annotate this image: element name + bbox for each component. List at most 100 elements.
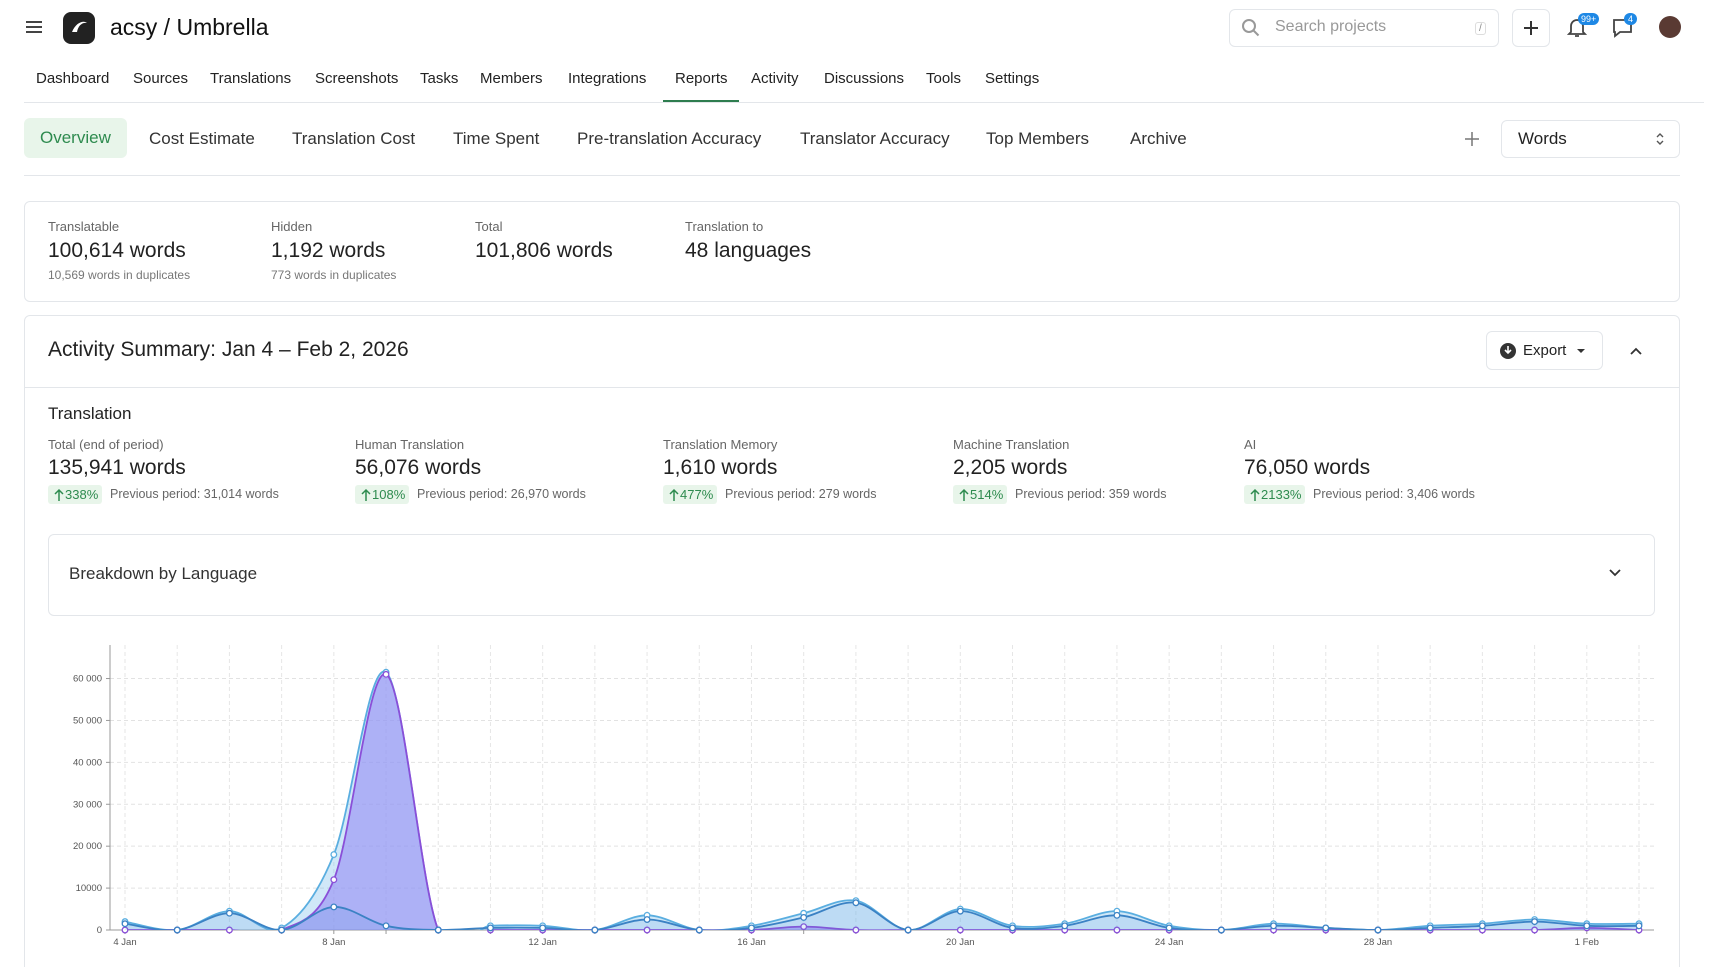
metric-label: Translation Memory <box>663 437 778 452</box>
data-point <box>956 926 964 934</box>
data-point <box>800 923 808 931</box>
nav-link[interactable]: Tools <box>926 70 962 87</box>
messages-badge: 4 <box>1624 13 1638 25</box>
stat-label: Hidden <box>271 219 313 234</box>
metric-previous: Previous period: 279 words <box>725 487 877 501</box>
x-tick-label: 24 Jan <box>1155 937 1184 948</box>
data-point <box>1583 922 1591 930</box>
metric-change: 108% <box>355 485 410 504</box>
data-point <box>330 851 338 859</box>
stat-label: Total <box>475 219 503 234</box>
report-tab[interactable]: Translator Accuracy <box>800 129 950 148</box>
data-point <box>1635 922 1643 930</box>
data-point <box>1478 922 1486 930</box>
up-arrow <box>669 488 679 501</box>
metric-value: 56,076 words <box>355 456 482 479</box>
data-point <box>1165 924 1173 932</box>
activity-title: Activity Summary: Jan 4 – Feb 2, 2026 <box>48 338 409 361</box>
series-line <box>125 673 1640 930</box>
add-report-icon[interactable] <box>1463 130 1481 148</box>
up-arrow <box>1250 488 1260 501</box>
nav-link[interactable]: Dashboard <box>36 70 110 87</box>
nav-link[interactable]: Screenshots <box>315 70 399 87</box>
report-tab[interactable]: Time Spent <box>453 129 540 148</box>
stat-label: Translation to <box>685 219 764 234</box>
stat-value: 100,614 words <box>48 239 186 262</box>
nav-link[interactable]: Members <box>480 70 543 87</box>
nav-link[interactable]: Activity <box>751 70 799 87</box>
nav-link[interactable]: Translations <box>210 70 292 87</box>
report-tab[interactable]: Translation Cost <box>292 129 416 148</box>
collapse-icon[interactable] <box>1628 343 1644 359</box>
metric-value: 135,941 words <box>48 456 186 479</box>
search-shortcut: / <box>1475 22 1486 35</box>
metric-label: Machine Translation <box>953 437 1070 452</box>
unit-select[interactable] <box>1501 120 1680 158</box>
metric-value: 1,610 words <box>663 456 778 479</box>
logo[interactable] <box>63 12 95 44</box>
breakdown-card[interactable] <box>48 534 1655 616</box>
stats-card <box>24 201 1680 302</box>
report-tab[interactable]: Pre-translation Accuracy <box>577 129 762 148</box>
data-point <box>173 926 181 934</box>
nav-link[interactable]: Sources <box>133 70 189 87</box>
report-tab[interactable]: Top Members <box>986 129 1089 148</box>
metric-value: 2,205 words <box>953 456 1068 479</box>
x-tick-label: 16 Jan <box>737 937 766 948</box>
report-tab[interactable]: Cost Estimate <box>149 129 255 148</box>
nav-active-underline <box>663 100 739 102</box>
chart: 0 10000 20 000 30 000 40 000 50 000 60 000 4 Ja… <box>73 645 1654 948</box>
y-tick-label: 60 000 <box>73 674 102 685</box>
data-point <box>434 926 442 934</box>
data-point <box>1374 926 1382 934</box>
report-tab[interactable]: Overview <box>24 118 127 158</box>
data-point <box>382 670 390 678</box>
nav-link[interactable]: Integrations <box>568 70 647 87</box>
search-placeholder: Search projects <box>1275 18 1387 35</box>
data-point <box>852 926 860 934</box>
export-caret <box>1577 349 1585 353</box>
data-point <box>1270 922 1278 930</box>
data-point <box>330 903 338 911</box>
area-fill <box>125 902 1639 930</box>
data-point <box>1531 926 1539 934</box>
metric-label: Total (end of period) <box>48 437 164 452</box>
avatar[interactable] <box>1659 16 1681 38</box>
data-point <box>382 922 390 930</box>
series-line <box>124 670 1640 930</box>
metric-change: 338% <box>48 485 103 504</box>
menu-icon[interactable] <box>24 17 44 37</box>
unit-select-value[interactable]: Words <box>1518 129 1567 148</box>
export-label[interactable]: Export <box>1523 342 1567 359</box>
metric-change: 2133% <box>1244 485 1306 504</box>
data-point <box>748 924 755 932</box>
x-tick-label: 28 Jan <box>1364 937 1393 948</box>
data-point <box>695 926 703 934</box>
metric-value: 76,050 words <box>1244 456 1371 479</box>
report-tab[interactable]: Archive <box>1130 129 1187 148</box>
nav-link[interactable]: Tasks <box>420 70 459 87</box>
data-point <box>121 926 129 934</box>
stat-label: Translatable <box>48 219 120 234</box>
data-point <box>591 926 599 934</box>
area-fill <box>125 674 1639 930</box>
data-point <box>1426 924 1434 932</box>
data-point <box>956 907 964 915</box>
activity-card <box>24 315 1680 967</box>
x-tick-label: 20 Jan <box>946 937 975 948</box>
nav-link[interactable]: Settings <box>985 70 1040 87</box>
breakdown-title[interactable]: Breakdown by Language <box>69 564 258 583</box>
stat-note: 773 words in duplicates <box>271 268 397 282</box>
y-tick-label: 50 000 <box>73 715 102 726</box>
stat-note: 10,569 words in duplicates <box>48 268 191 282</box>
search-box[interactable] <box>1229 9 1499 47</box>
data-point <box>1061 922 1069 930</box>
nav-link[interactable]: Reports <box>675 70 728 87</box>
tabs-divider <box>24 175 1680 176</box>
nav-link[interactable]: Discussions <box>824 70 905 87</box>
stat-value: 48 languages <box>685 239 812 262</box>
metric-label: AI <box>1244 437 1257 452</box>
stat-value: 101,806 words <box>475 239 613 262</box>
data-point <box>1009 924 1016 932</box>
